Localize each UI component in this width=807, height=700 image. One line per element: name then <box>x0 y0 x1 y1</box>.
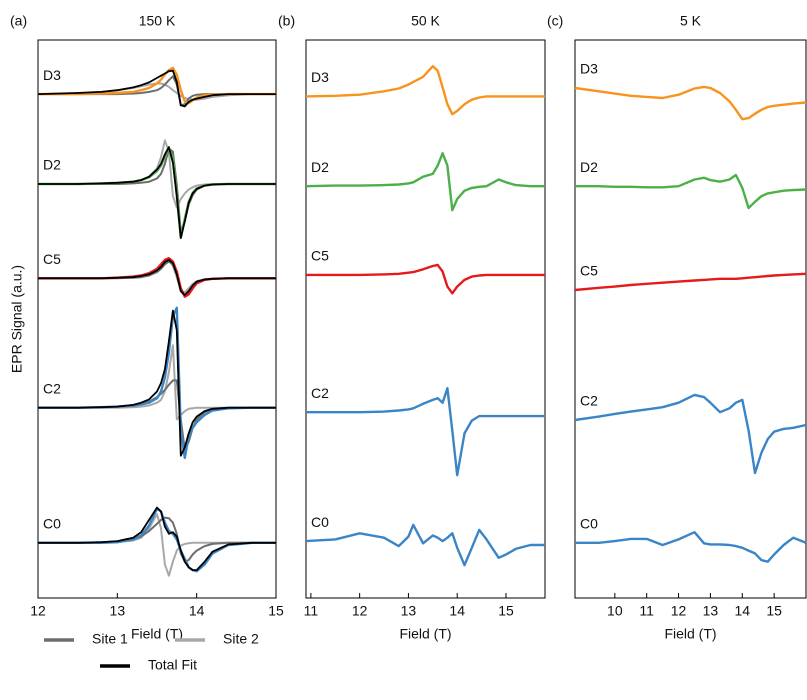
x-tick-label: 14 <box>449 603 465 619</box>
x-tick-label: 11 <box>639 603 654 619</box>
spectrum <box>38 306 276 460</box>
panel-label: (b) <box>278 13 295 29</box>
sample-label: D3 <box>311 69 329 85</box>
x-tick-label: 14 <box>734 603 750 619</box>
spectrum <box>305 523 545 567</box>
sample-label: D2 <box>43 157 61 173</box>
x-tick-label: 13 <box>703 603 719 619</box>
sample-label: D2 <box>580 159 598 175</box>
x-axis-label: Field (T) <box>664 626 716 642</box>
spectrum <box>38 66 276 105</box>
sample-label: D3 <box>43 67 61 83</box>
total-fit <box>38 146 276 239</box>
spectrum <box>575 531 807 563</box>
panel-label: (a) <box>10 13 27 29</box>
fit-component <box>38 344 276 421</box>
fit-component <box>38 147 276 234</box>
sample-label: C0 <box>43 515 61 531</box>
x-tick-label: 11 <box>304 603 319 619</box>
sample-label: C5 <box>43 251 61 267</box>
spectrum <box>575 173 807 210</box>
spectrum <box>305 152 545 212</box>
x-tick-label: 15 <box>268 603 284 619</box>
x-axis-label: Field (T) <box>399 626 451 642</box>
spectrum <box>306 263 545 295</box>
x-tick-label: 13 <box>401 603 417 619</box>
total-fit <box>38 259 276 296</box>
sample-label: C2 <box>311 385 329 401</box>
x-tick-label: 14 <box>189 603 205 619</box>
x-axis-label: Field (T) <box>131 626 183 642</box>
legend-label: Site 1 <box>92 631 128 647</box>
fit-component <box>38 259 276 294</box>
total-fit <box>37 69 276 108</box>
sample-label: D2 <box>311 159 329 175</box>
total-fit <box>38 506 276 571</box>
legend-label: Total Fit <box>148 657 197 673</box>
x-tick-label: 12 <box>671 603 687 619</box>
sample-label: C5 <box>580 263 598 279</box>
spectrum <box>574 272 807 292</box>
fit-component <box>37 82 276 101</box>
sample-label: C0 <box>311 514 329 530</box>
panel-title: 50 K <box>411 13 440 29</box>
fit-component <box>38 516 276 563</box>
x-tick-label: 10 <box>607 603 623 619</box>
plot-frame <box>37 39 277 599</box>
spectrum <box>305 65 545 116</box>
sample-label: C2 <box>580 393 598 409</box>
x-tick-label: 12 <box>30 603 46 619</box>
x-tick-label: 13 <box>110 603 126 619</box>
panel-title: 5 K <box>680 13 702 29</box>
total-fit <box>38 309 276 457</box>
spectrum <box>574 85 807 121</box>
plot-frame <box>574 39 807 599</box>
spectrum <box>574 393 807 475</box>
fit-component <box>38 75 276 107</box>
sample-label: C2 <box>43 380 61 396</box>
sample-label: D3 <box>580 61 598 77</box>
x-tick-label: 15 <box>766 603 782 619</box>
sample-label: C5 <box>311 248 329 264</box>
fit-component <box>38 139 276 209</box>
spectrum <box>38 507 276 573</box>
sample-label: C0 <box>580 515 598 531</box>
x-tick-label: 15 <box>498 603 514 619</box>
y-axis-label: EPR Signal (a.u.) <box>9 265 25 373</box>
plot-frame <box>305 39 546 599</box>
legend-label: Site 2 <box>223 631 259 647</box>
panel-label: (c) <box>547 13 563 29</box>
spectrum <box>306 387 545 477</box>
spectrum <box>38 147 276 239</box>
panel-title: 150 K <box>139 13 176 29</box>
x-tick-label: 12 <box>352 603 368 619</box>
